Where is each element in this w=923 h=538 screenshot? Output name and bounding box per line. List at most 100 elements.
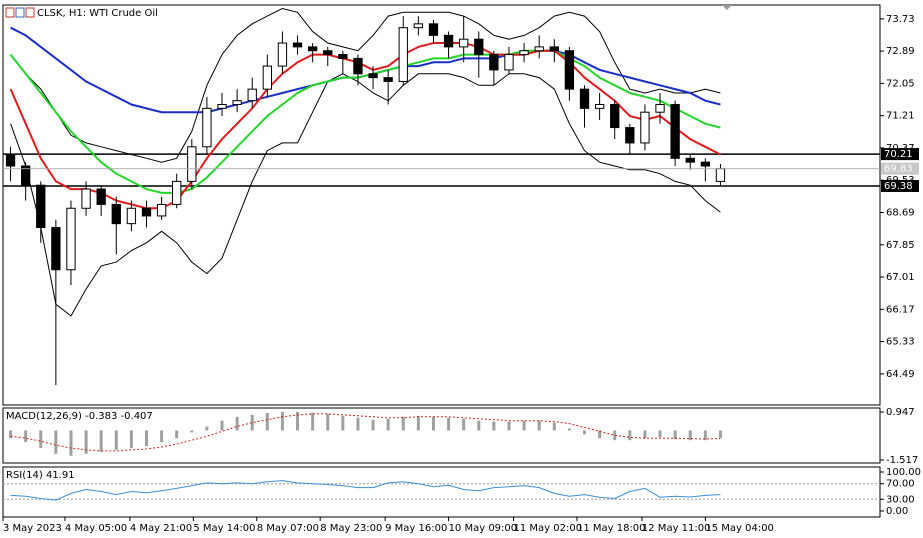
x-tick-label: 12 May 11:00	[642, 523, 711, 534]
candle-body	[277, 42, 288, 67]
x-tick-label: 3 May 2023	[3, 523, 62, 534]
x-tick-label: 15 May 04:00	[705, 523, 774, 534]
level-label: 69.38	[884, 181, 913, 192]
candle-body	[172, 180, 182, 205]
candle-body	[353, 57, 363, 75]
candle-body	[655, 104, 665, 113]
candle-body	[564, 50, 575, 90]
candle-body	[534, 46, 544, 52]
y-tick-label: 0.947	[886, 407, 915, 418]
y-tick-label: 71.21	[886, 111, 915, 122]
candle-body	[398, 27, 408, 82]
candle-body	[519, 50, 529, 56]
candle-body	[413, 23, 424, 29]
candle-body	[504, 54, 514, 71]
indicator-line	[9, 42, 721, 210]
level-label-box	[881, 179, 919, 192]
candle-body	[428, 23, 439, 36]
y-tick-label: 65.33	[886, 337, 915, 348]
candle-body	[443, 34, 454, 48]
y-tick-label: 0.00	[886, 506, 908, 517]
rsi-title: RSI(14) 41.91	[6, 470, 75, 481]
y-tick-label: 67.01	[886, 272, 915, 283]
candle-body	[625, 127, 635, 144]
candle-body	[338, 54, 348, 59]
candle-body	[715, 168, 726, 182]
last-price-box	[881, 162, 919, 175]
candle-body	[594, 104, 605, 109]
candle-body	[549, 46, 559, 52]
y-tick-label: 68.69	[886, 207, 915, 218]
candle-body	[5, 153, 16, 167]
rsi-panel	[2, 466, 881, 518]
candle-body	[700, 161, 710, 167]
x-tick-label: 4 May 21:00	[130, 523, 192, 534]
indicator-line	[9, 49, 721, 194]
y-tick-label: 67.85	[886, 240, 915, 251]
x-tick-label: 11 May 02:00	[514, 523, 583, 534]
icon[interactable]	[5, 7, 15, 18]
y-tick-label: 66.17	[886, 304, 915, 315]
macd-panel	[2, 407, 881, 464]
last-price-label: 69.83	[884, 164, 913, 175]
signal-line	[10, 413, 721, 452]
level-label-box	[881, 148, 919, 161]
x-tick-label: 5 May 14:00	[193, 523, 255, 534]
candle-body	[685, 157, 695, 163]
candle-body	[51, 226, 61, 271]
candle-body	[21, 165, 31, 186]
y-tick-label: 100.00	[886, 467, 921, 478]
candle-body	[640, 111, 650, 144]
x-tick-label: 9 May 16:00	[385, 523, 447, 534]
candle-body	[202, 107, 212, 148]
y-tick-label: 30.00	[886, 494, 915, 505]
icon[interactable]	[25, 7, 35, 18]
candle-body	[459, 38, 469, 48]
candle-body	[96, 188, 106, 205]
candle-body	[610, 104, 620, 129]
y-tick-label: 72.89	[886, 46, 915, 57]
candle-body	[187, 146, 197, 182]
y-tick-label: 73.73	[886, 14, 915, 25]
level-label: 70.21	[884, 149, 913, 160]
icon[interactable]	[15, 7, 25, 18]
candle-body	[156, 203, 167, 217]
indicator-line	[10, 73, 721, 317]
candle-body	[368, 73, 378, 79]
toolbar-icons[interactable]	[5, 7, 35, 18]
macd-title: MACD(12,26,9) -0.383 -0.407	[6, 411, 153, 422]
candle-body	[292, 42, 303, 48]
y-tick-label: 72.05	[886, 78, 915, 89]
y-tick-label: 70.00	[886, 479, 915, 490]
candle-body	[307, 46, 318, 52]
candle-body	[262, 65, 272, 90]
y-tick-label: -1.517	[886, 455, 918, 466]
candle-body	[111, 203, 121, 225]
candle-body	[247, 88, 257, 102]
candle-body	[217, 104, 227, 109]
candle-body	[323, 50, 333, 56]
x-tick-label: 8 May 23:00	[320, 523, 382, 534]
candle-body	[489, 54, 499, 71]
x-tick-label: 10 May 09:00	[449, 523, 518, 534]
x-tick-label: 8 May 07:00	[257, 523, 319, 534]
chart-title: CLSK, H1: WTI Crude Oil	[37, 8, 158, 19]
candle-body	[383, 77, 393, 82]
candle-body	[474, 38, 484, 56]
candle-body	[36, 184, 46, 228]
x-tick-label: 11 May 18:00	[577, 523, 646, 534]
rsi-line	[10, 480, 721, 501]
candle-body	[670, 104, 680, 159]
candle-body	[232, 100, 242, 106]
price-panel	[2, 4, 881, 406]
candle-body	[126, 207, 137, 225]
candle-body	[66, 207, 76, 271]
candle-body	[579, 88, 590, 109]
candle-body	[81, 188, 91, 209]
candle-body	[141, 207, 152, 217]
y-tick-label: 64.49	[886, 369, 915, 380]
indicator-line	[10, 7, 721, 163]
x-tick-label: 4 May 05:00	[65, 523, 127, 534]
